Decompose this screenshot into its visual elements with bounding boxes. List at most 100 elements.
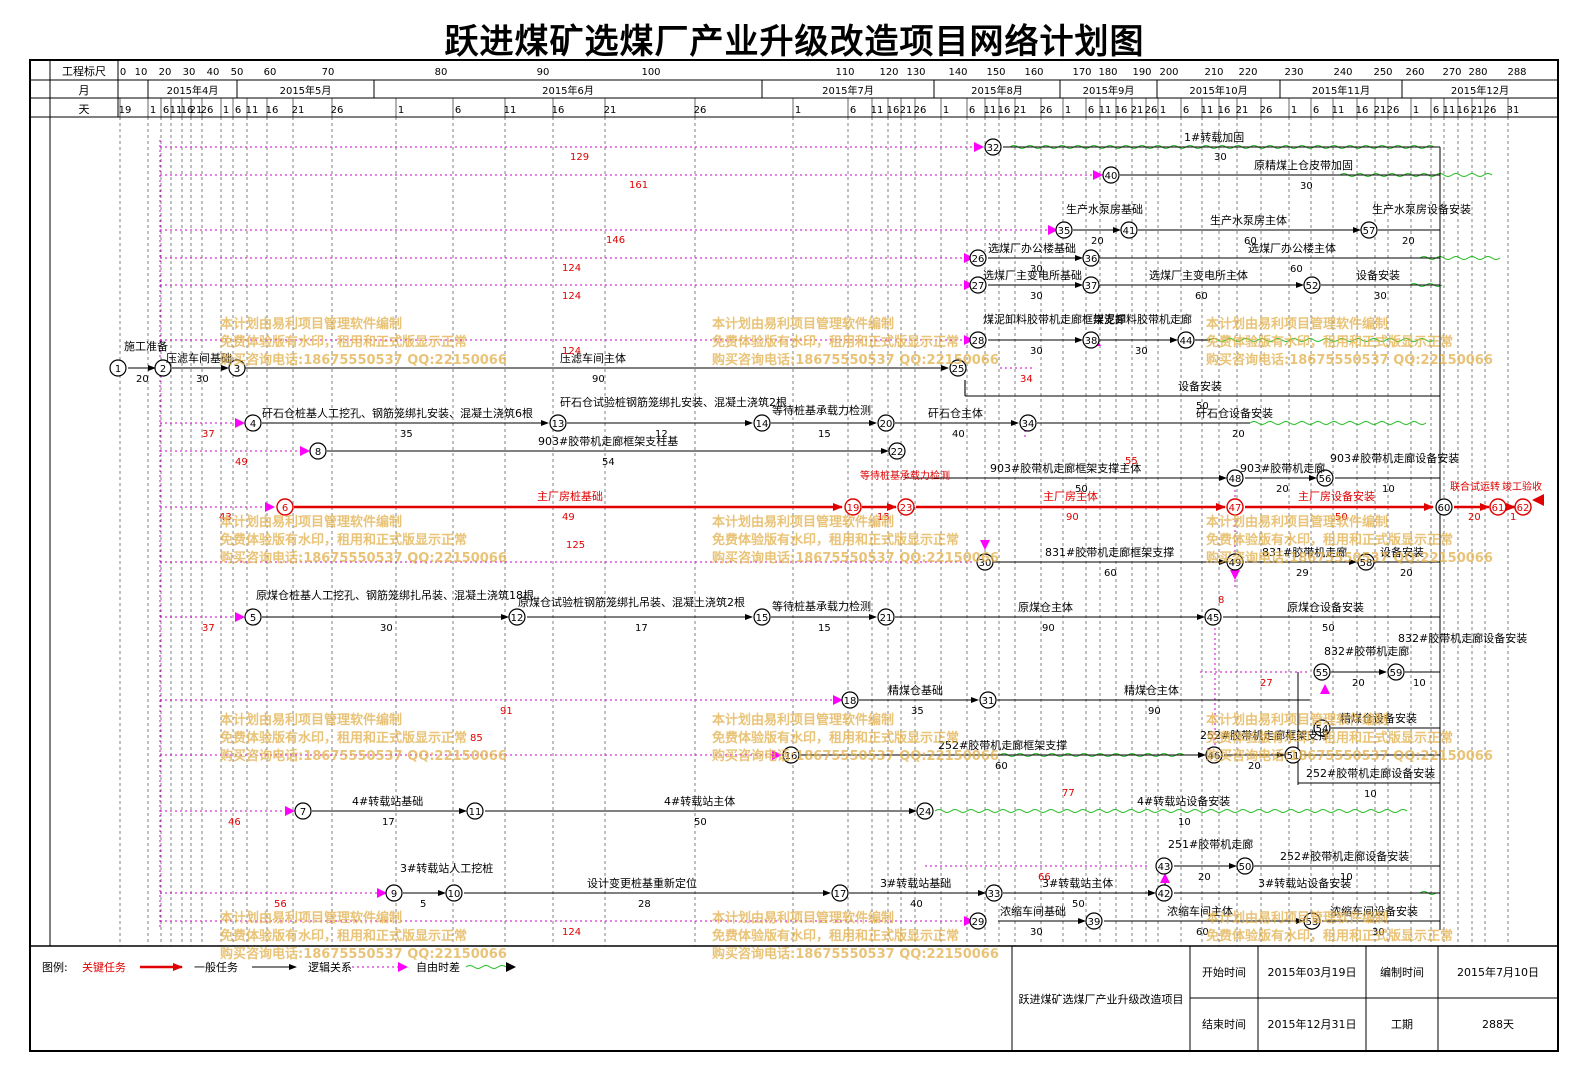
day-label: 16 bbox=[181, 105, 194, 116]
svg-text:91: 91 bbox=[500, 706, 513, 717]
task-duration: 90 bbox=[1066, 512, 1079, 523]
day-label: 26 bbox=[1040, 105, 1053, 116]
svg-text:56: 56 bbox=[274, 899, 287, 910]
task-name: 903#胶带机走廊设备安装 bbox=[1330, 451, 1459, 465]
scale-tick: 250 bbox=[1373, 67, 1392, 78]
task-duration: 15 bbox=[818, 429, 831, 440]
svg-text:28: 28 bbox=[972, 336, 985, 347]
month-label: 2015年9月 bbox=[1083, 84, 1135, 97]
svg-text:85: 85 bbox=[470, 733, 483, 744]
task-duration: 50 bbox=[694, 817, 707, 828]
task-duration: 35 bbox=[400, 429, 413, 440]
scale-tick: 230 bbox=[1284, 67, 1303, 78]
svg-text:本计划由易利项目管理软件编制: 本计划由易利项目管理软件编制 bbox=[1206, 910, 1388, 926]
task-name: 压滤车间主体 bbox=[560, 351, 626, 365]
svg-text:免费体验版有水印，租用和正式版显示正常: 免费体验版有水印，租用和正式版显示正常 bbox=[712, 334, 959, 350]
day-label: 26 bbox=[201, 105, 214, 116]
svg-text:40: 40 bbox=[1105, 171, 1118, 182]
task-name: 252#胶带机走廊设备安装 bbox=[1280, 849, 1409, 863]
legend-label: 图例: bbox=[42, 960, 68, 974]
scale-tick: 170 bbox=[1072, 67, 1091, 78]
day-label: 16 bbox=[1115, 105, 1128, 116]
svg-text:8: 8 bbox=[315, 447, 321, 458]
task-duration: 20 bbox=[1402, 236, 1415, 247]
legend: 图例: 关键任务 一般任务 逻辑关系 自由时差 bbox=[42, 960, 516, 974]
task-duration: 40 bbox=[952, 429, 965, 440]
svg-text:32: 32 bbox=[987, 143, 1000, 154]
day-label: 11 bbox=[871, 105, 884, 116]
svg-text:免费体验版有水印，租用和正式版显示正常: 免费体验版有水印，租用和正式版显示正常 bbox=[712, 928, 959, 944]
day-label: 21 bbox=[1374, 105, 1387, 116]
task-duration: 10 bbox=[1340, 872, 1353, 883]
svg-text:20: 20 bbox=[880, 419, 893, 430]
scale-tick: 150 bbox=[986, 67, 1005, 78]
day-label: 26 bbox=[1387, 105, 1400, 116]
task-name: 浓缩车间主体 bbox=[1167, 904, 1233, 918]
task-name: 原煤仓桩基人工挖孔、钢筋笼绑扎吊装、混凝土浇筑18根 bbox=[256, 588, 534, 602]
critical-path bbox=[294, 494, 1544, 511]
day-label: 26 bbox=[331, 105, 344, 116]
scale-tick: 210 bbox=[1204, 67, 1223, 78]
svg-text:本计划由易利项目管理软件编制: 本计划由易利项目管理软件编制 bbox=[220, 910, 402, 926]
svg-text:本计划由易利项目管理软件编制: 本计划由易利项目管理软件编制 bbox=[1206, 316, 1388, 332]
task-duration: 30 bbox=[196, 374, 209, 385]
task-name: 选煤厂办公楼基础 bbox=[988, 241, 1076, 255]
task-duration: 10 bbox=[1178, 817, 1191, 828]
svg-text:18: 18 bbox=[844, 696, 857, 707]
task-name: 选煤厂主变电所主体 bbox=[1149, 268, 1248, 282]
svg-text:购买咨询电话:18675550537 QQ:22150066: 购买咨询电话:18675550537 QQ:22150066 bbox=[220, 352, 507, 368]
svg-text:免费体验版有水印，租用和正式版显示正常: 免费体验版有水印，租用和正式版显示正常 bbox=[220, 928, 467, 944]
svg-text:购买咨询电话:18675550537 QQ:22150066: 购买咨询电话:18675550537 QQ:22150066 bbox=[1206, 352, 1493, 368]
svg-text:57: 57 bbox=[1363, 226, 1376, 237]
legend-free-float: 自由时差 bbox=[416, 960, 460, 974]
task-duration: 15 bbox=[818, 623, 831, 634]
task-duration: 17 bbox=[382, 817, 395, 828]
task-name: 浓缩车间设备安装 bbox=[1330, 904, 1418, 918]
svg-text:66: 66 bbox=[1038, 872, 1051, 883]
scale-tick: 280 bbox=[1468, 67, 1487, 78]
svg-text:免费体验版有水印，租用和正式版显示正常: 免费体验版有水印，租用和正式版显示正常 bbox=[1206, 532, 1453, 548]
task-name: 矸石仓试验桩钢筋笼绑扎安装、混凝土浇筑2根 bbox=[560, 395, 787, 409]
task-name: 选煤厂办公楼主体 bbox=[1248, 241, 1336, 255]
svg-text:24: 24 bbox=[919, 807, 932, 818]
svg-text:125: 125 bbox=[566, 540, 585, 551]
day-label: 21 bbox=[1471, 105, 1484, 116]
svg-text:免费体验版有水印，租用和正式版显示正常: 免费体验版有水印，租用和正式版显示正常 bbox=[220, 532, 467, 548]
svg-text:9: 9 bbox=[391, 889, 397, 900]
project-name: 跃进煤矿选煤厂产业升级改造项目 bbox=[1019, 992, 1184, 1006]
svg-text:本计划由易利项目管理软件编制: 本计划由易利项目管理软件编制 bbox=[220, 316, 402, 332]
svg-text:本计划由易利项目管理软件编制: 本计划由易利项目管理软件编制 bbox=[1206, 514, 1388, 530]
svg-text:购买咨询电话:18675550537 QQ:22150066: 购买咨询电话:18675550537 QQ:22150066 bbox=[220, 748, 507, 764]
svg-text:本计划由易利项目管理软件编制: 本计划由易利项目管理软件编制 bbox=[712, 514, 894, 530]
task-labels: 施工准备 20 压滤车间基础 30 压滤车间主体 90 矸石仓桩基人工挖孔、钢筋… bbox=[124, 130, 1542, 938]
svg-text:2: 2 bbox=[160, 364, 166, 375]
svg-text:62: 62 bbox=[1517, 503, 1530, 514]
svg-text:购买咨询电话:18675550537 QQ:22150066: 购买咨询电话:18675550537 QQ:22150066 bbox=[712, 352, 999, 368]
svg-text:46: 46 bbox=[1208, 751, 1221, 762]
svg-text:51: 51 bbox=[1287, 751, 1300, 762]
scale-tick: 130 bbox=[906, 67, 925, 78]
day-label: 11 bbox=[984, 105, 997, 116]
task-name: 原煤仓主体 bbox=[1018, 600, 1073, 614]
month-label: 2015年6月 bbox=[542, 84, 594, 97]
svg-text:61: 61 bbox=[1492, 503, 1505, 514]
svg-text:124: 124 bbox=[562, 263, 581, 274]
day-label: 11 bbox=[1099, 105, 1112, 116]
task-name: 903#胶带机走廊框架支撑主体 bbox=[990, 461, 1141, 475]
svg-text:39: 39 bbox=[1088, 917, 1101, 928]
day-label: 1 bbox=[223, 105, 229, 116]
day-label: 1 bbox=[1065, 105, 1071, 116]
svg-text:146: 146 bbox=[606, 235, 625, 246]
day-label: 1 bbox=[943, 105, 949, 116]
svg-text:购买咨询电话:18675550537 QQ:22150066: 购买咨询电话:18675550537 QQ:22150066 bbox=[220, 550, 507, 566]
day-label: 6 bbox=[455, 105, 461, 116]
scale-tick: 288 bbox=[1507, 67, 1526, 78]
scale-tick: 110 bbox=[835, 67, 854, 78]
svg-text:34: 34 bbox=[1022, 419, 1035, 430]
task-duration: 60 bbox=[1104, 568, 1117, 579]
task-name: 3#转载站主体 bbox=[1042, 876, 1113, 890]
svg-text:本计划由易利项目管理软件编制: 本计划由易利项目管理软件编制 bbox=[712, 316, 894, 332]
svg-text:48: 48 bbox=[1229, 474, 1242, 485]
scale-tick: 30 bbox=[183, 67, 196, 78]
scale-tick: 60 bbox=[264, 67, 277, 78]
